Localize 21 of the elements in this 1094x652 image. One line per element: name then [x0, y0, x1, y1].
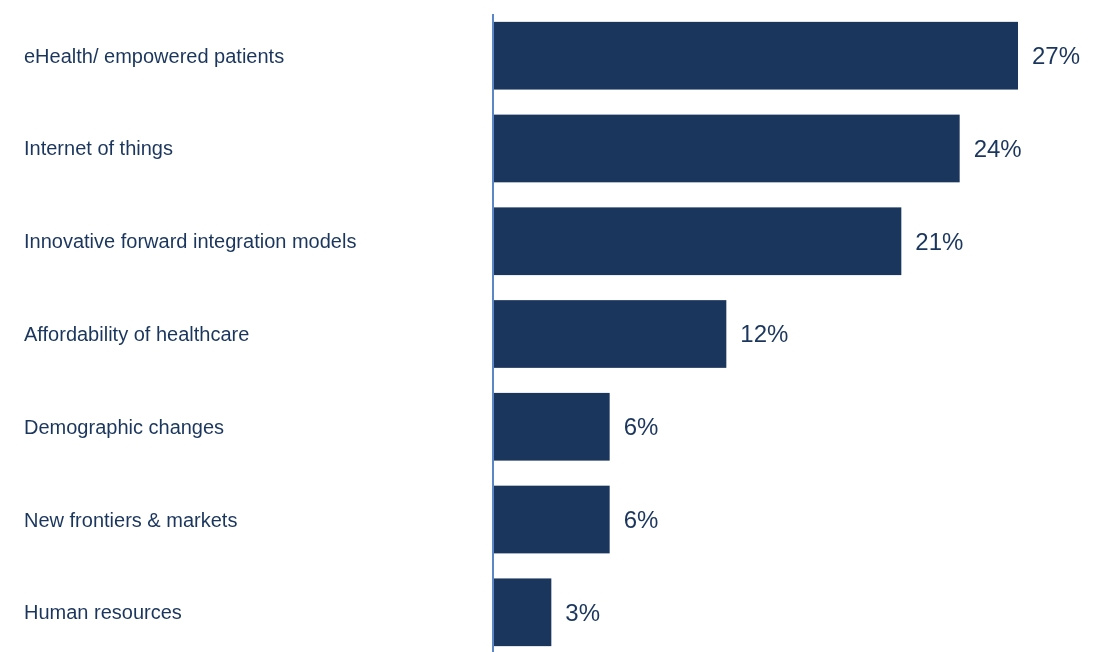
data-label: 6% [623, 413, 659, 441]
bar [493, 392, 610, 461]
y-tick-label: Internet of things [24, 137, 173, 160]
bar [493, 485, 610, 554]
y-tick-label: Innovative forward integration models [24, 230, 357, 253]
data-label: 21% [915, 227, 964, 255]
bar [493, 207, 902, 276]
bar [493, 114, 960, 183]
data-label: 3% [565, 598, 601, 626]
y-tick-label: Affordability of healthcare [24, 323, 250, 345]
data-label: 12% [740, 320, 789, 348]
y-tick-label: Demographic changes [24, 415, 225, 438]
data-label: 24% [973, 134, 1022, 162]
bar [493, 21, 1018, 90]
y-tick-label: Human resources [24, 601, 182, 624]
y-tick-label: New frontiers & markets [24, 508, 238, 531]
data-label: 27% [1032, 42, 1081, 70]
bar [493, 578, 552, 647]
bar [493, 300, 727, 368]
y-tick-label: eHealth/ empowered patients [24, 44, 285, 67]
data-label: 6% [623, 505, 659, 533]
